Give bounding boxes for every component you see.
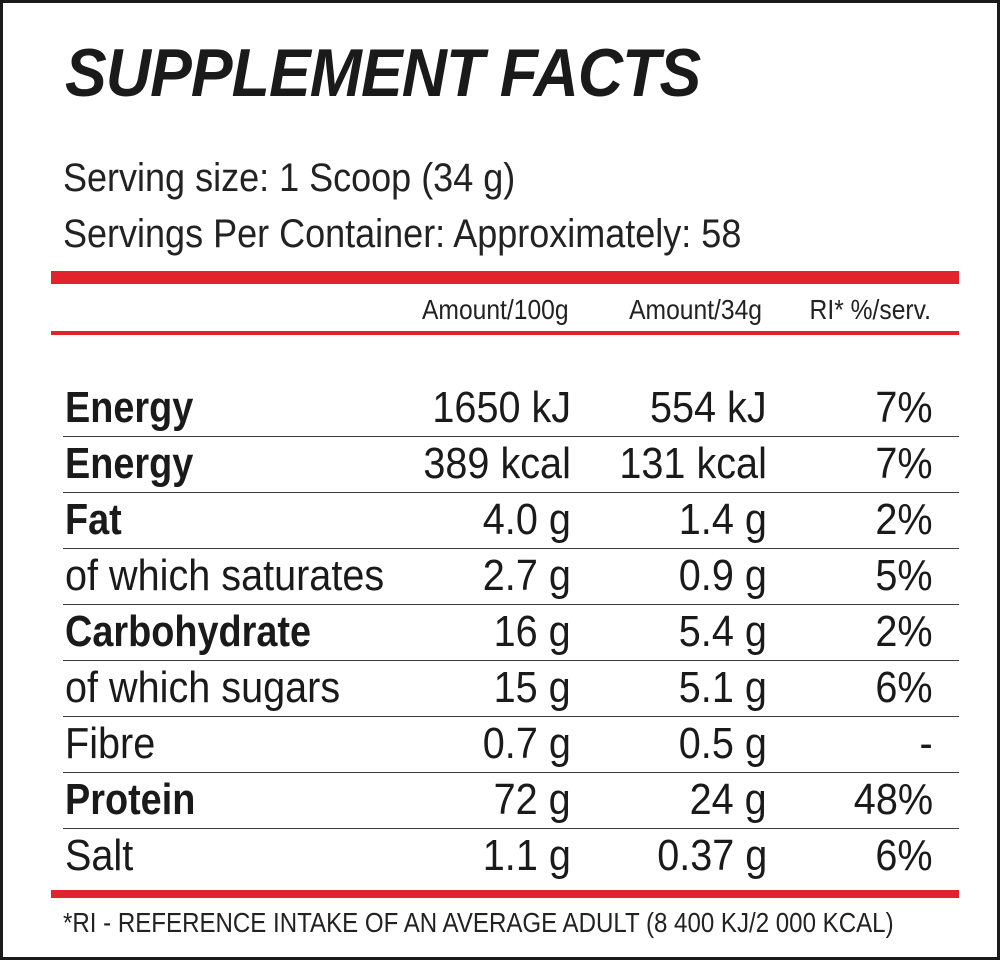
nutrient-name: Salt: [65, 831, 134, 880]
row-divider: [63, 771, 959, 773]
nutrient-name: Protein: [65, 775, 196, 824]
row-divider: [63, 435, 959, 437]
amount-per-100g: 15 g: [493, 663, 571, 712]
amount-per-100g: 16 g: [493, 607, 571, 656]
serving-size: Serving size: 1 Scoop (34 g): [63, 156, 516, 200]
ri-percent: -: [919, 719, 933, 768]
amount-per-serving: 24 g: [689, 775, 767, 824]
table-row: Energy 389 kcal 131 kcal 7%: [63, 437, 959, 493]
table-row: Salt 1.1 g 0.37 g 6%: [63, 829, 959, 885]
ri-percent: 6%: [875, 663, 933, 712]
table-row: Fibre 0.7 g 0.5 g -: [63, 717, 959, 773]
servings-per-container: Servings Per Container: Approximately: 5…: [63, 212, 742, 256]
row-divider: [63, 715, 959, 717]
amount-per-serving: 554 kJ: [650, 383, 767, 432]
amount-per-serving: 5.4 g: [678, 607, 767, 656]
amount-per-100g: 1650 kJ: [432, 383, 571, 432]
nutrient-name: of which sugars: [65, 663, 341, 712]
amount-per-serving: 0.9 g: [678, 551, 767, 600]
ri-percent: 48%: [853, 775, 933, 824]
ri-percent: 6%: [875, 831, 933, 880]
row-divider: [63, 603, 959, 605]
amount-per-100g: 4.0 g: [482, 495, 571, 544]
row-divider: [63, 491, 959, 493]
amount-per-serving: 5.1 g: [678, 663, 767, 712]
reference-intake-footnote: *RI - REFERENCE INTAKE OF AN AVERAGE ADU…: [63, 907, 894, 938]
table-row: Fat 4.0 g 1.4 g 2%: [63, 493, 959, 549]
row-divider: [63, 827, 959, 829]
nutrient-name: Fat: [65, 495, 122, 544]
ri-percent: 5%: [875, 551, 933, 600]
ri-percent: 7%: [875, 439, 933, 488]
header-red-divider: [51, 331, 959, 335]
table-row: Carbohydrate 16 g 5.4 g 2%: [63, 605, 959, 661]
column-header-ri: RI* %/serv.: [809, 294, 931, 325]
top-red-divider: [51, 271, 959, 284]
column-header-per-100g: Amount/100g: [422, 294, 569, 325]
ri-percent: 7%: [875, 383, 933, 432]
row-divider: [63, 659, 959, 661]
nutrient-name: Energy: [65, 383, 194, 432]
amount-per-serving: 1.4 g: [678, 495, 767, 544]
nutrient-name: Fibre: [65, 719, 156, 768]
table-row: Energy 1650 kJ 554 kJ 7%: [63, 381, 959, 437]
nutrient-name: of which saturates: [65, 551, 385, 600]
row-divider: [63, 547, 959, 549]
column-header-per-serving: Amount/34g: [629, 294, 762, 325]
amount-per-100g: 2.7 g: [482, 551, 571, 600]
nutrient-name: Carbohydrate: [65, 607, 312, 656]
amount-per-serving: 0.5 g: [678, 719, 767, 768]
amount-per-serving: 131 kcal: [619, 439, 767, 488]
ri-percent: 2%: [875, 607, 933, 656]
ri-percent: 2%: [875, 495, 933, 544]
bottom-red-divider: [51, 890, 959, 898]
amount-per-100g: 1.1 g: [482, 831, 571, 880]
amount-per-100g: 389 kcal: [423, 439, 571, 488]
panel-title: SUPPLEMENT FACTS: [65, 35, 701, 111]
amount-per-100g: 0.7 g: [482, 719, 571, 768]
table-row: of which saturates 2.7 g 0.9 g 5%: [63, 549, 959, 605]
table-row: of which sugars 15 g 5.1 g 6%: [63, 661, 959, 717]
nutrient-name: Energy: [65, 439, 194, 488]
amount-per-100g: 72 g: [493, 775, 571, 824]
table-row: Protein 72 g 24 g 48%: [63, 773, 959, 829]
amount-per-serving: 0.37 g: [656, 831, 767, 880]
